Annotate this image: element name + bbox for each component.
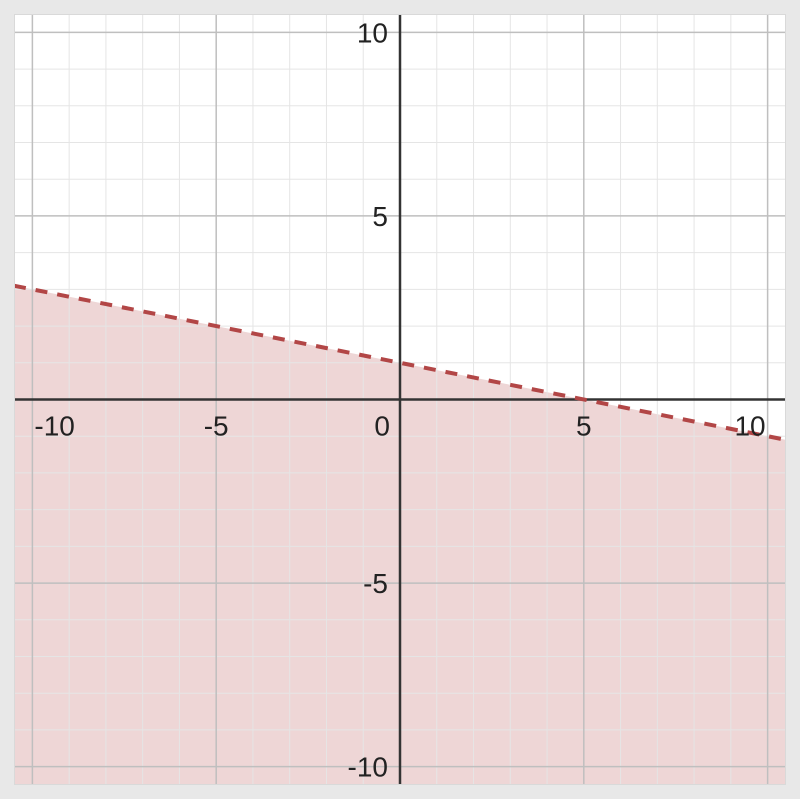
y-tick-label: 5: [372, 201, 388, 232]
x-tick-label: 10: [734, 411, 765, 442]
x-tick-label: 5: [576, 411, 592, 442]
plot-container: -10 -5 0 5 10 -10 -5 5 10: [14, 14, 786, 785]
y-tick-label: 10: [357, 17, 388, 48]
inequality-plot: -10 -5 0 5 10 -10 -5 5 10: [14, 14, 786, 785]
x-tick-label: -10: [34, 411, 74, 442]
x-tick-label: 0: [374, 411, 390, 442]
x-tick-label: -5: [204, 411, 229, 442]
y-tick-label: -10: [348, 752, 388, 783]
chart-outer-frame: -10 -5 0 5 10 -10 -5 5 10: [0, 0, 800, 799]
y-tick-label: -5: [363, 568, 388, 599]
